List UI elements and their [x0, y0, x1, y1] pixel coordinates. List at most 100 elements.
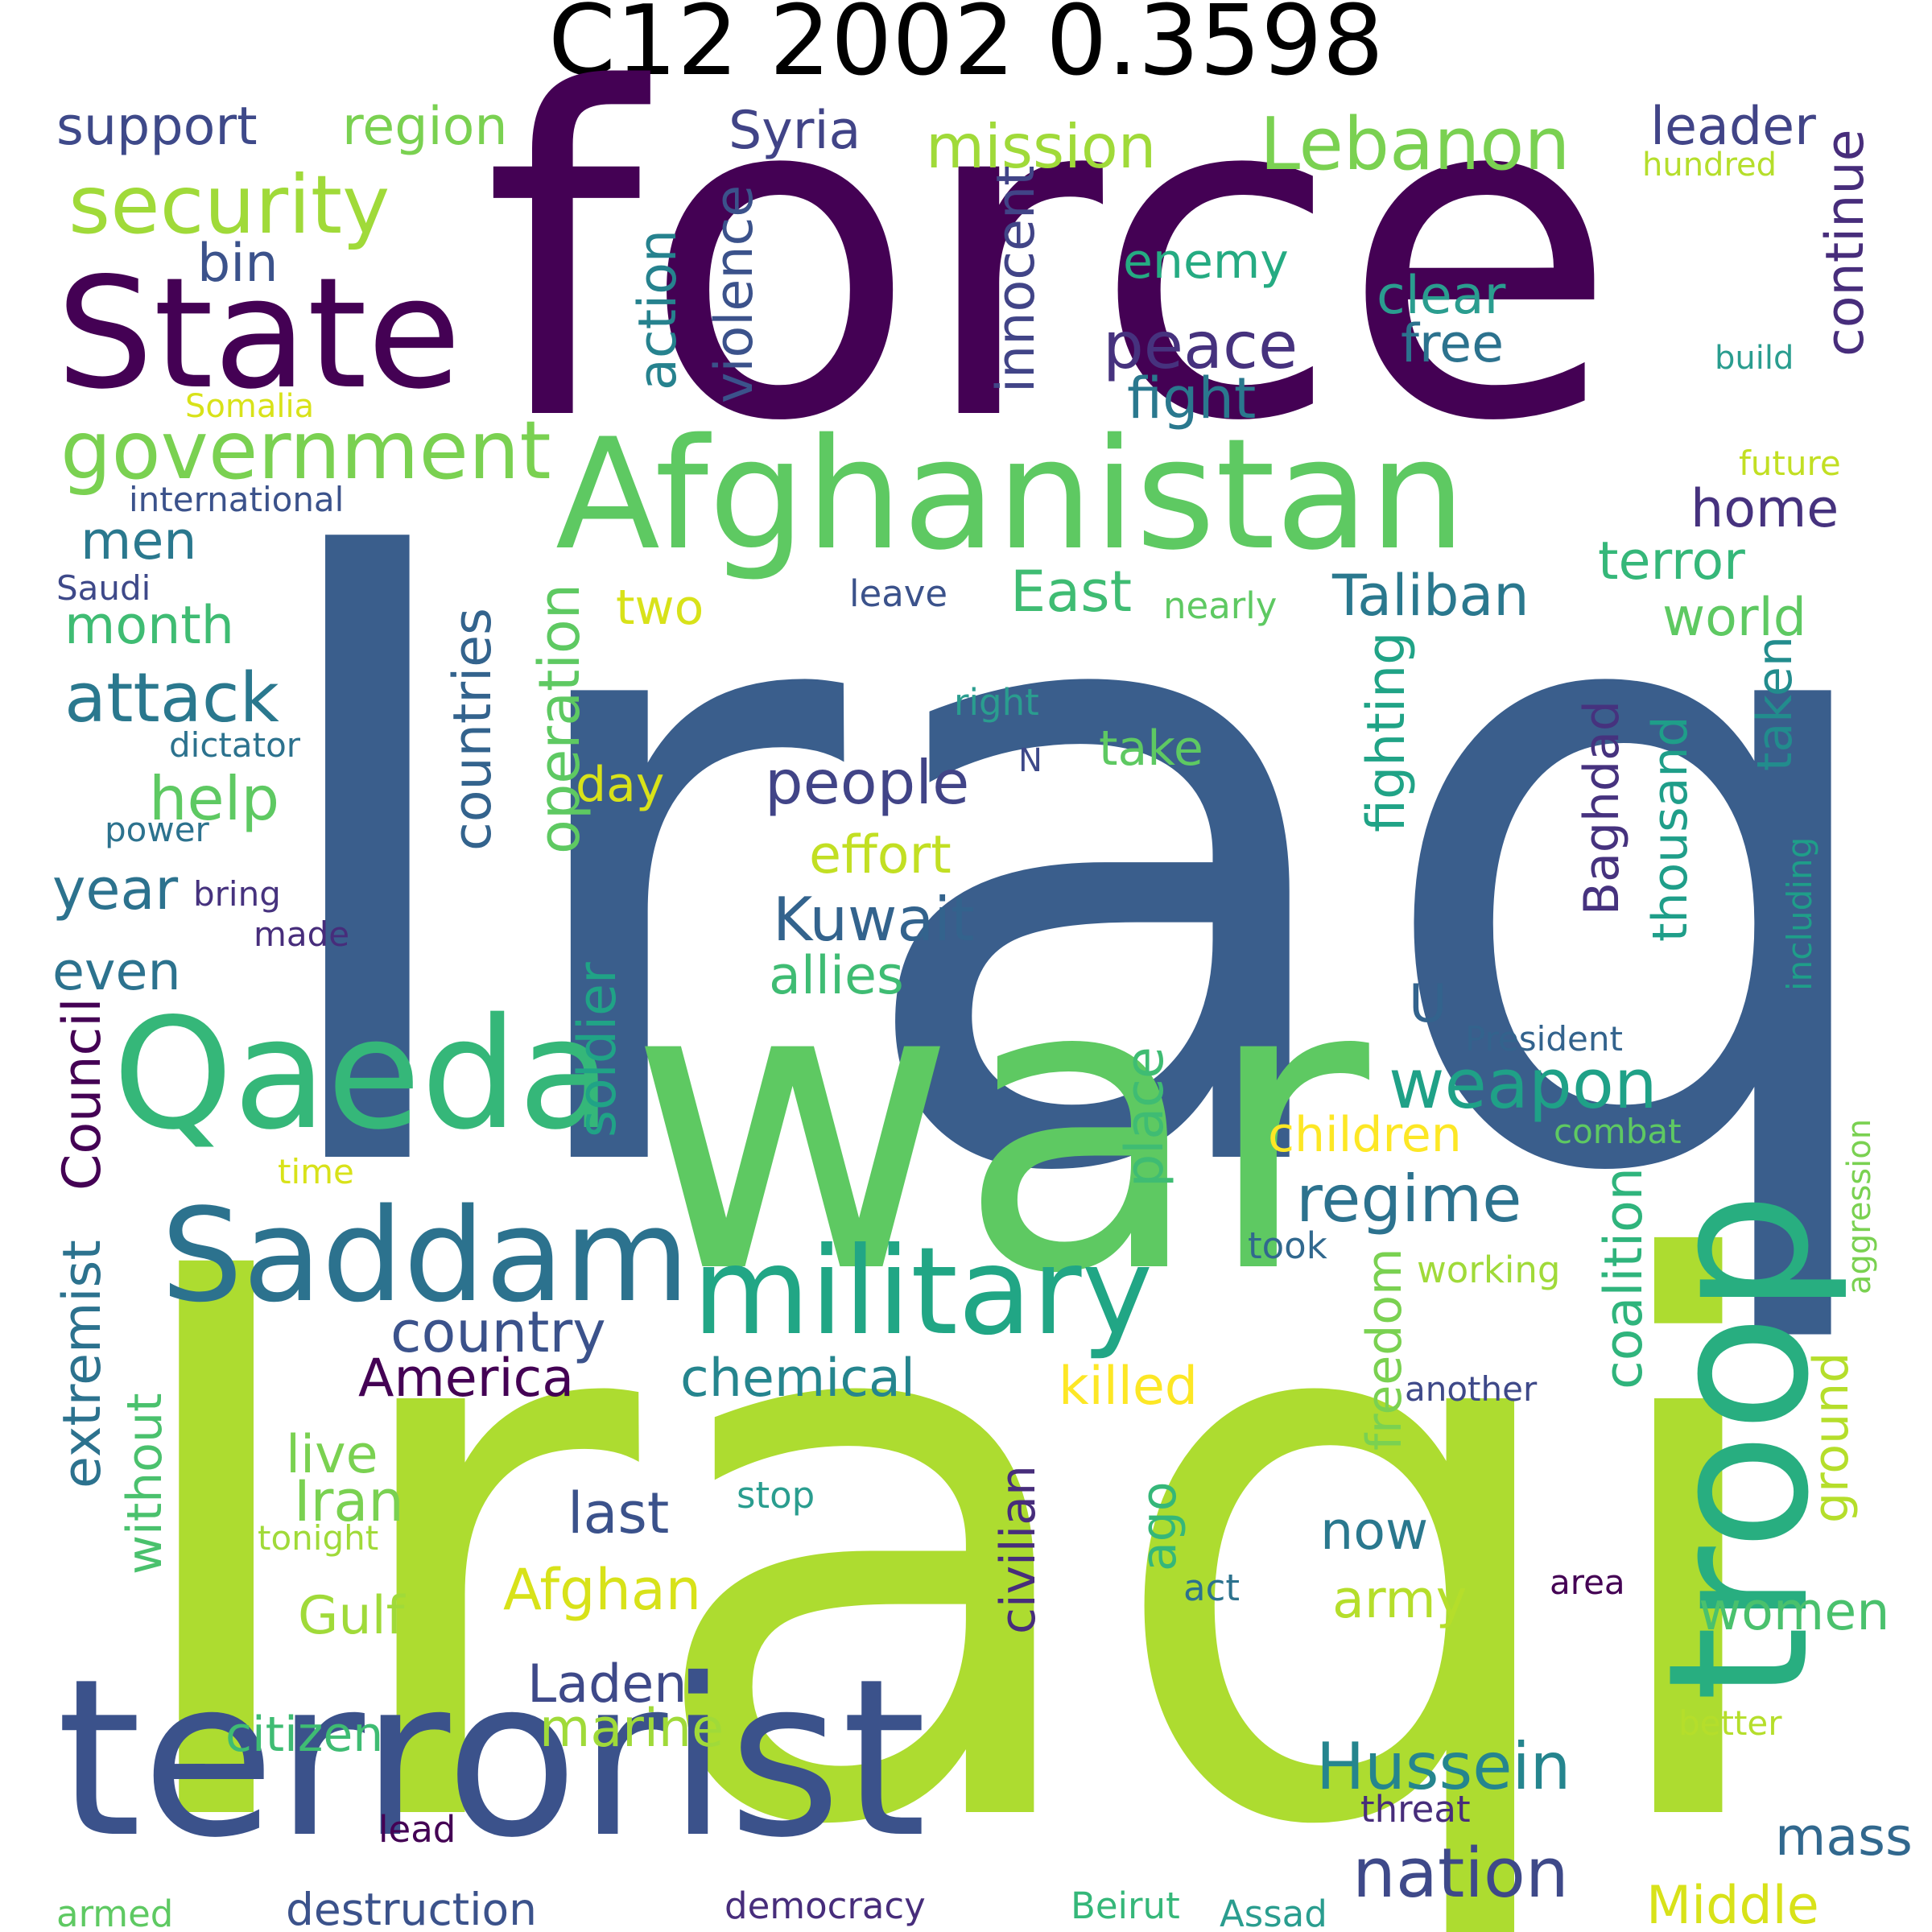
cloud-word-lebanon: Lebanon: [1260, 102, 1571, 187]
cloud-word-working: working: [1417, 1249, 1561, 1291]
cloud-word-america: America: [358, 1348, 575, 1409]
cloud-word-stop: stop: [737, 1474, 815, 1517]
cloud-word-terrorist: terrorist: [56, 1632, 927, 1885]
cloud-word-countries: countries: [443, 607, 503, 851]
cloud-word-month: month: [64, 596, 234, 656]
cloud-word-future: future: [1739, 444, 1841, 483]
cloud-word-violence: violence: [704, 184, 765, 403]
cloud-word-hussein: Hussein: [1316, 1729, 1571, 1804]
cloud-word-citizen: citizen: [225, 1707, 384, 1763]
cloud-word-leave: leave: [849, 572, 948, 615]
cloud-word-iraq: Iraq: [242, 365, 1909, 1358]
cloud-word-beirut: Beirut: [1071, 1885, 1180, 1927]
cloud-word-war: war: [628, 893, 1369, 1361]
cloud-word-home: home: [1690, 479, 1839, 539]
cloud-word-international: international: [129, 480, 345, 519]
cloud-word-assad: Assad: [1220, 1893, 1327, 1932]
cloud-word-baghdad: Baghdad: [1574, 700, 1630, 915]
cloud-word-u: U: [1409, 974, 1447, 1034]
cloud-word-chemical: chemical: [680, 1348, 915, 1409]
cloud-word-lead: lead: [378, 1808, 456, 1851]
cloud-word-area: area: [1550, 1563, 1625, 1602]
cloud-word-take: take: [1099, 720, 1203, 777]
cloud-word-bin: bin: [197, 233, 279, 294]
cloud-word-council: Council: [52, 997, 113, 1191]
cloud-word-civilian: civilian: [990, 1465, 1046, 1634]
cloud-word-president: President: [1465, 1019, 1623, 1059]
cloud-word-democracy: democracy: [724, 1885, 926, 1927]
cloud-word-taken: taken: [1747, 636, 1803, 771]
cloud-word-iraqi: Iraqi: [105, 1109, 1794, 1932]
cloud-word-freedom: freedom: [1356, 1248, 1413, 1451]
cloud-word-bring: bring: [193, 874, 281, 914]
cloud-word-day: day: [576, 757, 665, 813]
cloud-word-made: made: [254, 914, 350, 954]
cloud-word-innocent: innocent: [986, 165, 1046, 393]
cloud-word-regime: regime: [1296, 1162, 1522, 1236]
cloud-word-mass: mass: [1775, 1807, 1913, 1868]
cloud-word-hundred: hundred: [1642, 147, 1777, 184]
cloud-word-live: live: [286, 1425, 378, 1485]
cloud-word-act: act: [1183, 1567, 1240, 1609]
cloud-word-including: including: [1780, 836, 1819, 991]
cloud-word-destruction: destruction: [286, 1884, 538, 1932]
cloud-word-last: last: [568, 1480, 670, 1546]
cloud-word-soldier: soldier: [568, 962, 628, 1137]
cloud-word-mission: mission: [926, 111, 1157, 182]
cloud-word-combat: combat: [1554, 1112, 1682, 1151]
cloud-word-attack: attack: [64, 658, 279, 738]
cloud-word-military: military: [692, 1222, 1154, 1362]
cloud-word-terror: terror: [1598, 531, 1745, 592]
cloud-word-leader: leader: [1650, 97, 1816, 157]
cloud-word-afghan: Afghan: [503, 1557, 702, 1623]
cloud-word-east: East: [1010, 559, 1133, 625]
cloud-word-gulf: Gulf: [298, 1586, 405, 1646]
cloud-word-threat: threat: [1360, 1788, 1471, 1831]
cloud-word-effort: effort: [809, 825, 952, 886]
cloud-word-somalia: Somalia: [185, 388, 315, 425]
cloud-word-took: took: [1248, 1224, 1327, 1267]
cloud-word-allies: allies: [769, 946, 904, 1006]
cloud-word-country: country: [390, 1299, 606, 1365]
cloud-word-right: right: [954, 681, 1039, 724]
cloud-word-continue: continue: [1815, 129, 1876, 357]
cloud-word-nearly: nearly: [1163, 584, 1278, 627]
cloud-word-now: now: [1320, 1501, 1429, 1562]
cloud-word-saddam: Saddam: [161, 1180, 690, 1331]
cloud-word-clear: clear: [1377, 266, 1506, 326]
cloud-word-taliban: Taliban: [1332, 563, 1530, 629]
cloud-word-state: State: [56, 245, 461, 423]
cloud-word-two: two: [616, 580, 704, 636]
cloud-word-dictator: dictator: [169, 725, 301, 765]
cloud-word-syria: Syria: [729, 101, 861, 161]
cloud-word-action: action: [628, 229, 688, 390]
cloud-word-ago: ago: [1131, 1481, 1187, 1571]
cloud-word-security: security: [68, 158, 390, 252]
cloud-word-saudi: Saudi: [56, 568, 151, 608]
cloud-word-coalition: coalition: [1594, 1167, 1654, 1389]
cloud-word-help: help: [149, 763, 280, 834]
cloud-word-marine: marine: [539, 1699, 724, 1759]
cloud-word-without: without: [117, 1393, 173, 1575]
cloud-word-armed: armed: [56, 1893, 174, 1932]
cloud-word-n: N: [1018, 742, 1042, 779]
cloud-word-weapon: weapon: [1389, 1045, 1657, 1125]
cloud-word-force: force: [483, 0, 1619, 520]
cloud-word-government: government: [60, 403, 551, 497]
cloud-word-build: build: [1715, 340, 1794, 377]
cloud-word-men: men: [80, 511, 197, 572]
cloud-word-peace: peace: [1103, 308, 1298, 383]
cloud-word-middle: Middle: [1646, 1876, 1819, 1932]
cloud-word-aggression: aggression: [1841, 1118, 1878, 1294]
cloud-word-enemy: enemy: [1123, 233, 1289, 290]
cloud-word-year: year: [52, 857, 179, 923]
cloud-word-extremist: extremist: [52, 1240, 113, 1488]
cloud-word-killed: killed: [1059, 1356, 1199, 1417]
cloud-word-time: time: [278, 1152, 354, 1191]
cloud-word-ground: ground: [1803, 1352, 1860, 1523]
cloud-word-afghanistan: Afghanistan: [555, 406, 1467, 584]
cloud-word-tonight: tonight: [258, 1518, 379, 1558]
cloud-word-world: world: [1662, 588, 1806, 648]
